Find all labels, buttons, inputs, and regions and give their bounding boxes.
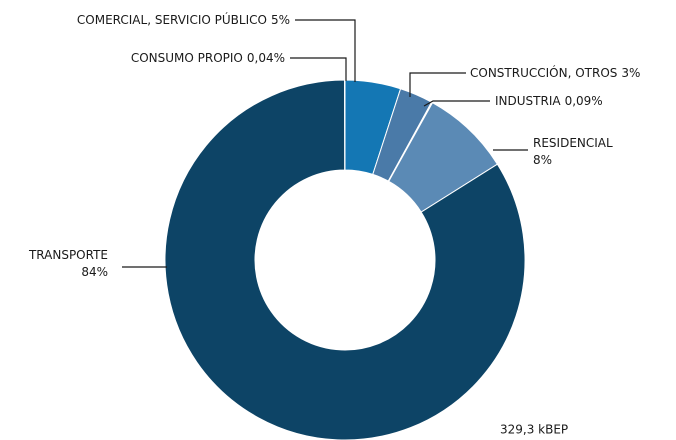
category-label: CONSTRUCCIÓN, OTROS: [470, 65, 617, 80]
slice-label: RESIDENCIAL 8%: [533, 136, 613, 167]
category-label: CONSUMO PROPIO: [131, 51, 243, 65]
leader-line: [423, 100, 490, 107]
slice-label: INDUSTRIA 0,09%: [495, 94, 603, 108]
slice: [164, 79, 526, 440]
value-label: 0,04%: [247, 51, 285, 65]
leader-line: [295, 19, 356, 82]
value-label: 84%: [81, 265, 108, 279]
value-label: 3%: [621, 66, 640, 80]
slice-label: CONSTRUCCIÓN, OTROS 3%: [470, 65, 640, 80]
category-label: RESIDENCIAL: [533, 136, 613, 150]
leader-line: [290, 57, 347, 81]
slice-label: COMERCIAL, SERVICIO PÚBLICO 5%: [77, 12, 290, 27]
total-annotation: 329,3 kBEP: [500, 423, 568, 437]
leader-line: [409, 72, 466, 97]
value-label: 5%: [271, 13, 290, 27]
value-label: 0,09%: [565, 94, 603, 108]
category-label: INDUSTRIA: [495, 94, 561, 108]
slice-label: TRANSPORTE 84%: [28, 248, 108, 279]
value-label: 8%: [533, 153, 552, 167]
slice-label: CONSUMO PROPIO 0,04%: [131, 51, 285, 65]
category-label: COMERCIAL, SERVICIO PÚBLICO: [77, 12, 267, 27]
category-label: TRANSPORTE: [28, 248, 108, 262]
